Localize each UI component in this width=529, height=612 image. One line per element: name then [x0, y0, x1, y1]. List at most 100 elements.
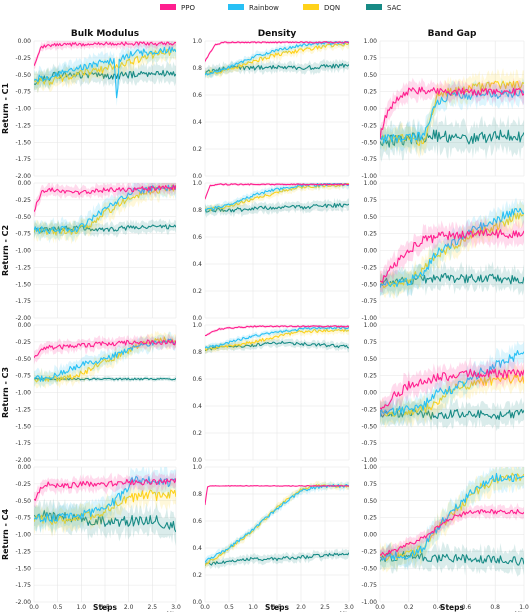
y-tick-label: -0.25	[361, 264, 377, 271]
x-tick-label: 0.4	[433, 604, 443, 611]
y-tick-label: 0.00	[18, 180, 32, 187]
y-tick-label: 0.00	[18, 38, 32, 45]
plot-area	[34, 41, 176, 107]
y-tick-label: -0.50	[361, 281, 377, 288]
y-tick-label: -0.75	[361, 298, 377, 305]
plot-area	[380, 197, 524, 300]
y-tick-label: -1.25	[15, 122, 31, 129]
band-sac	[34, 498, 176, 546]
plot-area	[34, 330, 176, 389]
y-tick-label: 1.0	[192, 180, 202, 187]
legend-label-rainbow: Rainbow	[249, 4, 279, 12]
x-tick-label: 1.0	[519, 604, 529, 611]
y-tick-label: 0.75	[364, 481, 378, 488]
y-tick-label: 1.00	[364, 322, 378, 329]
y-tick-label: -1.50	[15, 423, 31, 430]
y-tick-label: -0.50	[361, 139, 377, 146]
band-sac	[380, 114, 524, 163]
y-tick-label: -0.25	[15, 197, 31, 204]
y-tick-label: 0.50	[364, 214, 378, 221]
band-rainbow	[34, 183, 176, 244]
y-tick-label: 0.8	[192, 65, 202, 72]
y-tick-label: -0.75	[15, 515, 31, 522]
y-tick-label: -0.75	[361, 582, 377, 589]
legend-swatch-ppo	[160, 4, 176, 10]
x-tick-label: 1.0	[248, 604, 258, 611]
y-tick-label: 1.00	[364, 38, 378, 45]
y-tick-label: 0.00	[364, 248, 378, 255]
panel-r3-c1: 1.00.80.60.40.20.00.00.51.01.52.02.53.0x…	[192, 464, 353, 612]
panel-r0-c0: 0.00 -0.25 -0.50 -0.75 -1.00 -1.25 -1.50 -1.75 -…	[15, 38, 177, 180]
x-tick-label: 0.0	[200, 604, 210, 611]
y-tick-label: -0.50	[361, 423, 377, 430]
y-tick-label: 0.00	[364, 390, 378, 397]
panel-r0-c2: 1.00 0.75 0.50 0.25 0.00 -0.25 -0.50 -0.75 -1.00	[361, 38, 525, 180]
x-tick-label: 2.5	[148, 604, 158, 611]
band-ppo	[205, 325, 349, 337]
band-sac	[205, 337, 349, 354]
y-tick-label: 0.75	[364, 339, 378, 346]
y-tick-label: 0.6	[192, 376, 202, 383]
line-ppo	[380, 86, 524, 139]
x-tick-label: 3.0	[344, 604, 354, 611]
band-ppo	[34, 470, 176, 509]
column-title-1: Density	[258, 29, 297, 39]
line-dqn	[34, 48, 176, 86]
band-sac	[205, 197, 349, 218]
y-tick-label: 0.0	[192, 315, 202, 322]
line-ppo	[34, 339, 176, 359]
row-label-3: Return - C4	[1, 509, 10, 561]
legend-swatch-sac	[366, 4, 382, 10]
line-rainbow	[380, 350, 524, 418]
y-tick-label: -0.25	[15, 339, 31, 346]
line-ppo	[380, 368, 524, 410]
panel-r2-c0: 0.00 -0.25 -0.50 -0.75 -1.00 -1.25 -1.50 -1.75 -…	[15, 322, 177, 464]
band-rainbow	[205, 183, 349, 215]
line-ppo	[205, 41, 349, 62]
column-title-0: Bulk Modulus	[71, 29, 139, 39]
y-tick-label: 0.50	[364, 356, 378, 363]
row-label-0: Return - C1	[1, 83, 10, 135]
plot-area	[380, 467, 524, 577]
column-title-2: Band Gap	[428, 29, 477, 39]
row-label-2: Return - C3	[1, 367, 10, 418]
y-tick-label: -0.75	[15, 89, 31, 96]
y-tick-label: -1.00	[15, 106, 31, 113]
band-dqn	[34, 477, 176, 538]
y-tick-label: 0.2	[192, 572, 202, 579]
y-tick-label: 1.0	[192, 322, 202, 329]
y-tick-label: 0.8	[192, 349, 202, 356]
y-tick-label: -0.25	[361, 122, 377, 129]
x-tick-label: 1.5	[100, 604, 110, 611]
y-tick-label: 0.50	[364, 72, 378, 79]
y-tick-label: 0.6	[192, 92, 202, 99]
x-axis-labels: Steps Steps Steps	[93, 603, 464, 612]
y-tick-label: -2.00	[15, 599, 31, 606]
panel-r1-c2: 1.00 0.75 0.50 0.25 0.00 -0.25 -0.50 -0.75 -1.00	[361, 180, 525, 322]
y-tick-label: -1.50	[15, 565, 31, 572]
y-tick-label: 0.00	[364, 532, 378, 539]
y-tick-label: -1.00	[15, 390, 31, 397]
line-ppo	[34, 184, 176, 213]
x-tick-label: 2.0	[124, 604, 134, 611]
line-ppo	[205, 485, 349, 506]
y-tick-label: -1.00	[361, 457, 377, 464]
x-tick-label: 0.0	[375, 604, 385, 611]
plot-area	[380, 67, 524, 163]
y-tick-label: -0.25	[15, 55, 31, 62]
line-rainbow	[205, 183, 349, 211]
y-tick-label: 0.25	[364, 515, 378, 522]
y-tick-label: -1.00	[15, 248, 31, 255]
legend-label-sac: SAC	[387, 4, 401, 12]
x-tick-label: 0.0	[29, 604, 39, 611]
y-tick-label: 0.75	[364, 197, 378, 204]
band-sac	[380, 541, 524, 577]
panel-r3-c2: 1.00 0.75 0.50 0.25 0.00 -0.25 -0.50 -0.75 -1.00…	[361, 464, 529, 612]
y-tick-label: 0.2	[192, 430, 202, 437]
line-sac	[205, 202, 349, 213]
line-ppo	[34, 478, 176, 501]
y-tick-label: 0.00	[18, 464, 32, 471]
y-tick-label: -0.50	[15, 498, 31, 505]
x-tick-label: 0.8	[490, 604, 500, 611]
y-tick-label: -0.50	[15, 214, 31, 221]
